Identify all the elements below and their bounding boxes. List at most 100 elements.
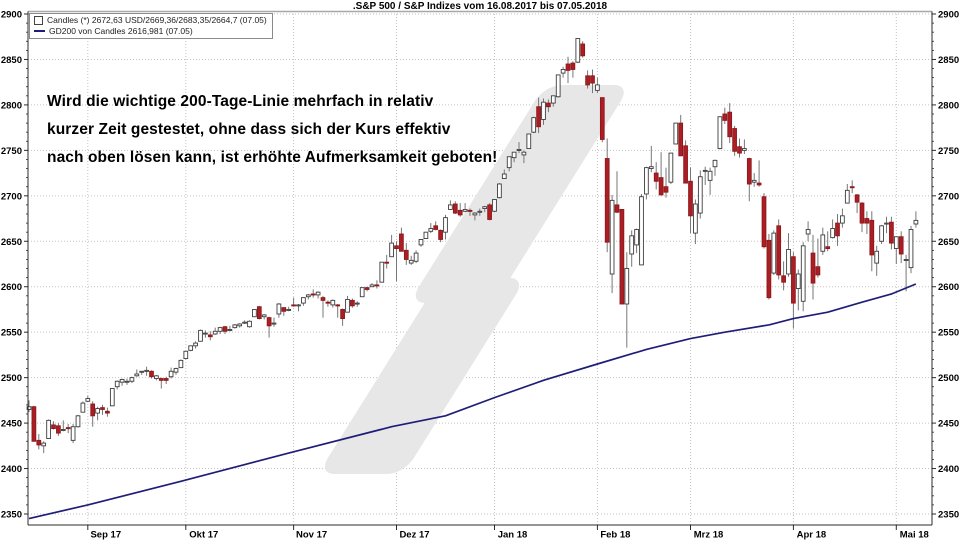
candle <box>781 261 786 291</box>
candle <box>844 184 850 204</box>
candle <box>413 250 419 264</box>
candle <box>374 280 380 289</box>
candle <box>296 304 301 312</box>
candle <box>448 200 453 210</box>
page-title: .S&P 500 / S&P Indizes vom 16.08.2017 bi… <box>352 1 608 12</box>
candle <box>330 299 336 308</box>
y-axis-label-right: 2650 <box>938 237 959 248</box>
y-axis-label-right: 2700 <box>938 191 959 202</box>
candle <box>457 203 463 217</box>
candle <box>119 378 125 386</box>
candle <box>227 325 233 332</box>
candle <box>815 238 821 278</box>
candle <box>604 138 610 253</box>
candle <box>590 69 595 94</box>
legend-gd200-row[interactable]: GD200 von Candles 2616,981 (07.05) <box>34 26 267 37</box>
candle <box>433 221 439 231</box>
candle <box>105 407 110 417</box>
candle <box>791 252 796 329</box>
candle <box>849 180 855 194</box>
candle <box>252 309 257 318</box>
candle <box>207 331 213 341</box>
candle <box>281 307 287 316</box>
candle <box>639 194 644 266</box>
candle <box>46 419 51 439</box>
candle <box>526 133 532 149</box>
candle <box>570 61 576 78</box>
candle <box>820 227 826 255</box>
candle <box>158 377 164 389</box>
y-axis-label-right: 2850 <box>938 55 959 66</box>
candle <box>663 167 669 198</box>
candle <box>810 234 816 300</box>
candle <box>786 233 791 277</box>
gd200-line-icon <box>34 29 45 32</box>
y-axis-label-left: 2400 <box>1 464 22 475</box>
candle <box>560 66 566 78</box>
candle <box>139 370 145 375</box>
candle <box>359 287 365 298</box>
candle <box>26 400 32 413</box>
candle <box>683 140 688 184</box>
candle <box>702 166 708 185</box>
candle <box>565 56 571 84</box>
candle <box>874 245 880 276</box>
y-axis-label-left: 2750 <box>1 146 22 157</box>
candle <box>501 169 507 179</box>
y-axis-label-right: 2500 <box>938 373 959 384</box>
annotation-line-1: Wird die wichtige 200-Tage-Linie mehrfac… <box>47 93 434 110</box>
candle <box>531 116 537 134</box>
y-axis-label-right: 2800 <box>938 100 959 111</box>
y-axis-label-left: 2700 <box>1 191 22 202</box>
annotation-line-3: nach oben lösen kann, ist erhöhte Aufmer… <box>47 149 498 166</box>
candle <box>688 167 693 234</box>
candle <box>884 216 889 234</box>
candle <box>717 116 723 150</box>
gd200-line <box>28 283 917 520</box>
candle <box>198 329 203 342</box>
candle <box>879 224 884 244</box>
candle <box>467 208 473 216</box>
candle <box>766 234 772 300</box>
candle <box>178 359 184 369</box>
candle <box>903 254 909 292</box>
candle <box>771 230 777 275</box>
candle <box>742 139 747 154</box>
candle <box>727 103 733 144</box>
candle <box>183 350 189 360</box>
candle <box>776 219 782 280</box>
x-axis-label: Apr 18 <box>797 530 827 540</box>
y-axis-label-left: 2550 <box>1 328 22 339</box>
candle <box>129 376 135 384</box>
candle <box>173 367 179 375</box>
x-axis-label: Mrz 18 <box>694 530 724 540</box>
candle <box>609 194 615 294</box>
candle <box>585 70 590 89</box>
candle <box>212 327 218 335</box>
candle <box>124 378 130 385</box>
candle <box>286 306 292 312</box>
candle <box>31 405 37 442</box>
y-axis-label-right: 2350 <box>938 510 959 521</box>
candle <box>624 252 630 348</box>
candles-checkbox-icon[interactable] <box>34 15 43 25</box>
candle <box>575 38 581 64</box>
candle <box>56 423 61 436</box>
candle <box>168 367 174 379</box>
candle <box>222 325 228 334</box>
candle <box>320 295 326 318</box>
legend-candles-row[interactable]: Candles (*) 2672,63 USD/2669,36/2683,35/… <box>34 15 267 26</box>
candle <box>482 205 488 213</box>
candle <box>261 314 267 320</box>
candle <box>516 142 522 154</box>
candle <box>438 229 443 243</box>
candle <box>800 242 806 312</box>
y-axis-label-right: 2400 <box>938 464 959 475</box>
candle <box>345 295 350 313</box>
candle <box>678 114 684 157</box>
candle <box>497 183 502 199</box>
y-axis-label-left: 2650 <box>1 237 22 248</box>
candle <box>423 231 429 239</box>
candle <box>134 369 140 377</box>
